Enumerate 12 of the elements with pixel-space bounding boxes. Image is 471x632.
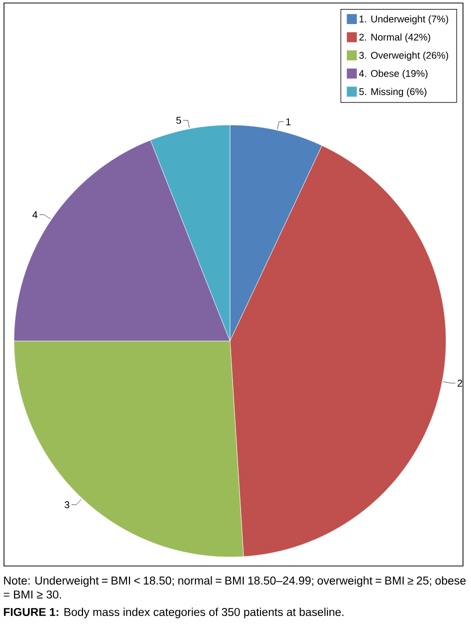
legend-label: 1. Underweight (7%) xyxy=(360,15,448,24)
text: 2 xyxy=(458,380,462,387)
text: Note: Underweight = BMI < 18.50; normal = BMI 18.50–24.99; overweight = BMI ≥ 25; obese = BMI ≥ 30. xyxy=(4,576,466,599)
text: 3 xyxy=(64,501,70,508)
text: 5 xyxy=(176,116,182,124)
text: 4 xyxy=(32,211,38,218)
text: FIGURE 1: Body mass index categories of 350 patients at baseline. xyxy=(4,608,344,618)
text: 1 xyxy=(286,118,291,126)
legend-label: 3. Overweight (26%) xyxy=(359,52,448,61)
legend-label: 5. Missing (6%) xyxy=(359,88,426,98)
legend-label: 4. Obese (19%) xyxy=(359,70,428,79)
legend-label: 2. Normal (42%) xyxy=(359,33,430,43)
